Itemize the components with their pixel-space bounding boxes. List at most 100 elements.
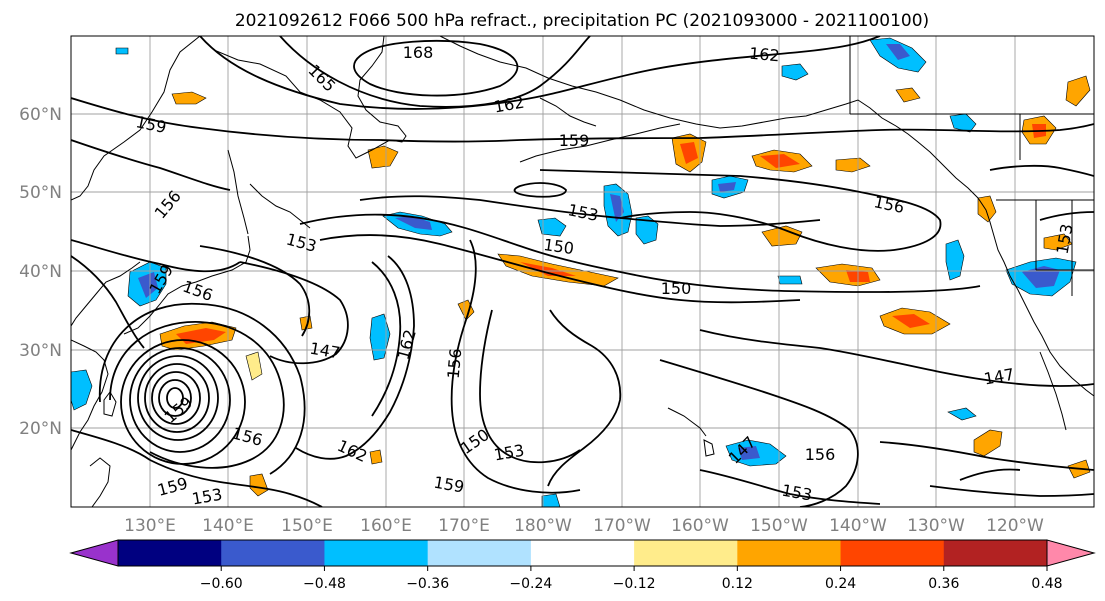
contour-label: 156 bbox=[805, 445, 836, 464]
precip-negative-area bbox=[718, 182, 736, 192]
lon-label: 180°W bbox=[514, 516, 572, 536]
colorbar-tick-label: −0.24 bbox=[509, 576, 552, 592]
precip-negative-area bbox=[115, 47, 129, 55]
contour-line bbox=[71, 255, 145, 349]
contour-label: 150 bbox=[542, 235, 575, 258]
contour-line bbox=[479, 309, 581, 464]
contour-line bbox=[158, 379, 192, 417]
colorbar-segment bbox=[221, 540, 325, 566]
coastline-baja bbox=[1039, 351, 1067, 431]
contour-line bbox=[879, 441, 1094, 471]
contour-line bbox=[137, 355, 219, 441]
lon-label: 150°E bbox=[281, 516, 333, 536]
coastline-aleutians bbox=[519, 123, 681, 163]
lat-label: 40°N bbox=[19, 262, 62, 282]
contour-line bbox=[199, 36, 881, 110]
lon-label: 170°W bbox=[593, 516, 651, 536]
map-frame bbox=[70, 35, 1095, 508]
lat-label: 60°N bbox=[19, 105, 62, 125]
contour-line bbox=[71, 429, 151, 461]
contour-line bbox=[71, 239, 241, 273]
colorbar-tick-label: 0.12 bbox=[722, 576, 753, 592]
precip-negative-area bbox=[635, 215, 659, 245]
coastline-hawaii bbox=[667, 407, 707, 437]
precip-positive-area bbox=[171, 91, 207, 105]
precip-positive-area bbox=[1043, 233, 1073, 251]
precip-positive-area bbox=[520, 262, 576, 276]
precip-negative-area bbox=[886, 44, 910, 60]
lon-label: 120°W bbox=[986, 516, 1044, 536]
contour-line bbox=[513, 182, 567, 198]
colorbar: −0.60 −0.48 −0.36 −0.24 −0.12 0.12 0.24 0.36 0.4… bbox=[69, 539, 1096, 592]
contour-label: 162 bbox=[748, 44, 780, 66]
precip-negative-area bbox=[610, 194, 624, 222]
colorbar-segment bbox=[943, 540, 1048, 566]
precip-negative-area bbox=[777, 275, 803, 285]
contour-line bbox=[699, 329, 1094, 387]
lon-label: 130°E bbox=[124, 516, 176, 536]
colorbar-tick-label: −0.48 bbox=[303, 576, 346, 592]
precip-negative-area bbox=[1022, 266, 1060, 288]
precip-positive-area bbox=[367, 145, 399, 169]
precip-negative-area bbox=[541, 493, 561, 507]
colorbar-ticks: −0.60 −0.48 −0.36 −0.24 −0.12 0.12 0.24 0.36 0.4… bbox=[200, 566, 1063, 592]
colorbar-segment bbox=[840, 540, 945, 566]
figure-title: 2021092612 F066 500 hPa refract., precip… bbox=[235, 11, 929, 31]
contour-line bbox=[959, 468, 1021, 481]
contour-line bbox=[547, 309, 622, 487]
contour-label: 159 bbox=[559, 131, 590, 150]
contour-line bbox=[929, 485, 1094, 497]
coastline-kuril-kamchatka bbox=[249, 183, 311, 229]
coastline-taiwan bbox=[103, 391, 117, 417]
lon-label: 150°W bbox=[750, 516, 808, 536]
contour-line bbox=[71, 139, 231, 191]
precip-negative-area bbox=[138, 272, 158, 298]
precip-positive-area bbox=[835, 157, 871, 173]
colorbar-segment bbox=[427, 540, 532, 566]
colorbar-extend-high bbox=[1046, 539, 1096, 567]
lat-label: 30°N bbox=[19, 341, 62, 361]
precip-positive-area bbox=[369, 449, 383, 465]
contour-line bbox=[199, 245, 311, 337]
precip-positive-area bbox=[761, 225, 803, 247]
precip-positive-area bbox=[245, 351, 263, 381]
precipitation-shading bbox=[71, 37, 1091, 507]
precip-negative-area bbox=[781, 63, 809, 81]
contour-label: 150 bbox=[661, 279, 692, 298]
contour-line bbox=[539, 169, 942, 252]
contour-line bbox=[699, 469, 881, 505]
contour-line bbox=[151, 371, 201, 425]
coastline-bristol-bay bbox=[539, 97, 597, 127]
colorbar-segment bbox=[634, 540, 738, 566]
contour-line bbox=[299, 213, 981, 293]
lon-label: 160°E bbox=[360, 516, 412, 536]
coastline-alaska bbox=[439, 36, 1094, 397]
refractivity-contours bbox=[71, 36, 1094, 507]
contour-line bbox=[659, 359, 859, 507]
lon-label: 130°W bbox=[907, 516, 965, 536]
colorbar-segment bbox=[324, 540, 429, 566]
contour-line bbox=[149, 459, 323, 507]
colorbar-tick-label: −0.36 bbox=[406, 576, 449, 592]
lat-label: 50°N bbox=[19, 183, 62, 203]
precip-positive-area bbox=[977, 195, 997, 223]
lon-label: 160°W bbox=[671, 516, 729, 536]
contour-line bbox=[353, 39, 519, 97]
contour-line bbox=[371, 261, 402, 417]
precip-negative-area bbox=[71, 369, 93, 411]
contour-label: 156 bbox=[444, 347, 466, 379]
colorbar-segment bbox=[530, 540, 635, 566]
contour-line bbox=[166, 387, 184, 409]
precip-positive-area bbox=[680, 142, 698, 164]
precip-positive-area bbox=[760, 154, 800, 168]
political-boundaries bbox=[849, 36, 1094, 296]
precip-negative-area bbox=[947, 407, 977, 421]
coastline-china-south bbox=[71, 339, 109, 451]
contour-line bbox=[71, 97, 1094, 143]
colorbar-tick-label: 0.24 bbox=[825, 576, 856, 592]
precip-negative-area bbox=[738, 446, 760, 460]
colorbar-frame bbox=[117, 539, 1048, 567]
precip-negative-area bbox=[945, 239, 965, 281]
precip-positive-area bbox=[1065, 75, 1091, 107]
